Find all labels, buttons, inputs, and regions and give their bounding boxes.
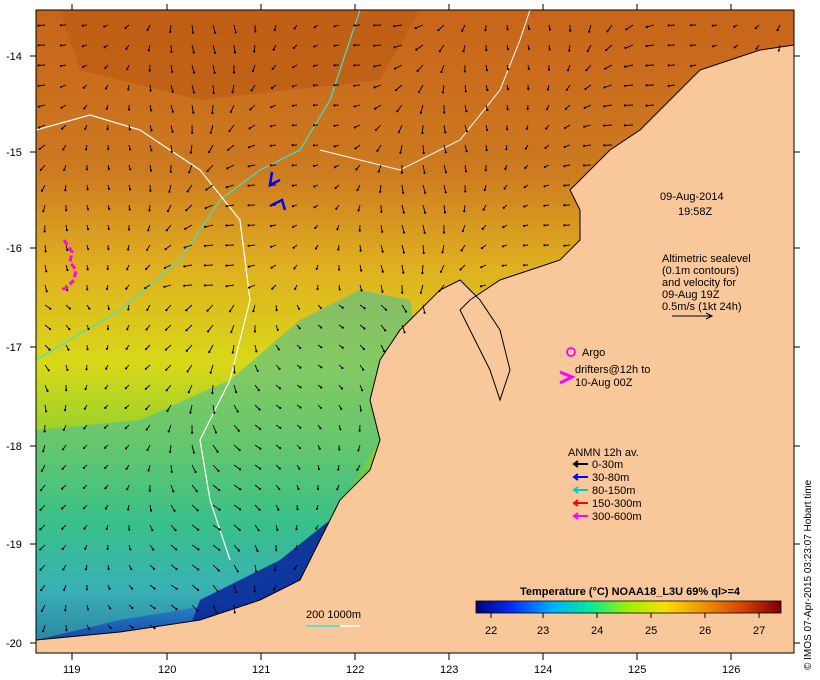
svg-text:0-30m: 0-30m (592, 459, 623, 471)
bathymetry-1000m-contour (36, 114, 251, 561)
lon-tick-label: 124 (534, 664, 552, 676)
colorbar-gradient (475, 600, 782, 614)
altimetry-line-4: 09-Aug 19Z (662, 289, 720, 301)
bathymetry-200m-contour (36, 10, 361, 361)
svg-text:30-80m: 30-80m (592, 472, 629, 484)
timestamp-time: 19:58Z (678, 206, 713, 218)
lat-tick-label: -20 (6, 638, 22, 650)
shelf-cool-water (36, 290, 420, 640)
colorbar-tick-label: 23 (537, 625, 549, 637)
lat-tick-label: -15 (6, 147, 22, 159)
argo-label: Argo (582, 347, 605, 359)
timestamp-date: 09-Aug-2014 (660, 191, 724, 203)
lat-tick-label: -14 (6, 51, 22, 63)
altimetry-line-1: Altimetric sealevel (662, 253, 751, 265)
anmn-legend-item: 80-150m (572, 485, 635, 497)
land-mass (36, 10, 794, 653)
altimetry-legend: Altimetric sealevel (0.1m contours) and … (662, 253, 751, 320)
lon-tick-label: 119 (63, 664, 81, 676)
altimetry-line-2: (0.1m contours) (662, 265, 739, 277)
bathymetry-legend: 200 1000m (306, 609, 361, 627)
drifters-line-1: drifters@12h to (575, 364, 650, 376)
velocity-arrows (37, 24, 781, 633)
colorbar-title: Temperature (°C) NOAA18_L3U 69% ql>=4 (520, 586, 741, 598)
anmn-legend: ANMN 12h av. 0-30m30-80m80-150m150-300m3… (568, 447, 642, 523)
colorbar-tick-label: 24 (591, 625, 603, 637)
map-frame (35, 9, 795, 654)
longitude-axis: 119 120 121 122 123 124 125 126 (63, 4, 740, 676)
warm-patch (60, 10, 420, 100)
svg-text:300-600m: 300-600m (592, 511, 642, 523)
svg-text:80-150m: 80-150m (592, 485, 635, 497)
bathy-label: 200 1000m (306, 609, 361, 621)
lon-tick-label: 125 (628, 664, 646, 676)
altimetry-line-5: 0.5m/s (1kt 24h) (662, 301, 741, 313)
svg-text:150-300m: 150-300m (592, 498, 642, 510)
lon-tick-label: 121 (252, 664, 270, 676)
anmn-legend-item: 0-30m (572, 459, 623, 471)
lat-tick-label: -16 (6, 243, 22, 255)
anmn-title: ANMN 12h av. (568, 447, 639, 459)
drifters-line-2: 10-Aug 00Z (575, 377, 633, 389)
credit-text: © IMOS 07-Apr-2015 03:23:07 Hobart time (803, 479, 814, 670)
latitude-axis: -14 -15 -16 -17 -18 -19 -20 (6, 51, 800, 650)
anmn-legend-item: 30-80m (572, 472, 629, 484)
lat-tick-label: -18 (6, 441, 22, 453)
argo-marker-icon (566, 347, 576, 357)
lat-tick-label: -17 (6, 342, 22, 354)
lat-tick-label: -19 (6, 539, 22, 551)
sealevel-contour (319, 10, 531, 171)
lon-tick-label: 123 (440, 664, 458, 676)
colorbar-tick-label: 26 (699, 625, 711, 637)
lon-tick-label: 122 (346, 664, 364, 676)
colorbar-tick-label: 25 (645, 625, 657, 637)
timestamp: 09-Aug-2014 19:58Z (660, 191, 724, 218)
altimetry-line-3: and velocity for (662, 277, 736, 289)
anmn-legend-item: 150-300m (572, 498, 642, 510)
lon-tick-label: 126 (722, 664, 740, 676)
argo-legend: Argo drifters@12h to 10-Aug 00Z (559, 347, 650, 389)
colorbar: Temperature (°C) NOAA18_L3U 69% ql>=4 22… (475, 586, 782, 637)
anmn-legend-item: 300-600m (572, 511, 642, 523)
drifter-tracks (59, 171, 287, 292)
lon-tick-label: 120 (158, 664, 176, 676)
colorbar-tick-label: 27 (753, 625, 765, 637)
colorbar-tick-label: 22 (485, 625, 497, 637)
drifter-marker-icon (559, 370, 576, 385)
